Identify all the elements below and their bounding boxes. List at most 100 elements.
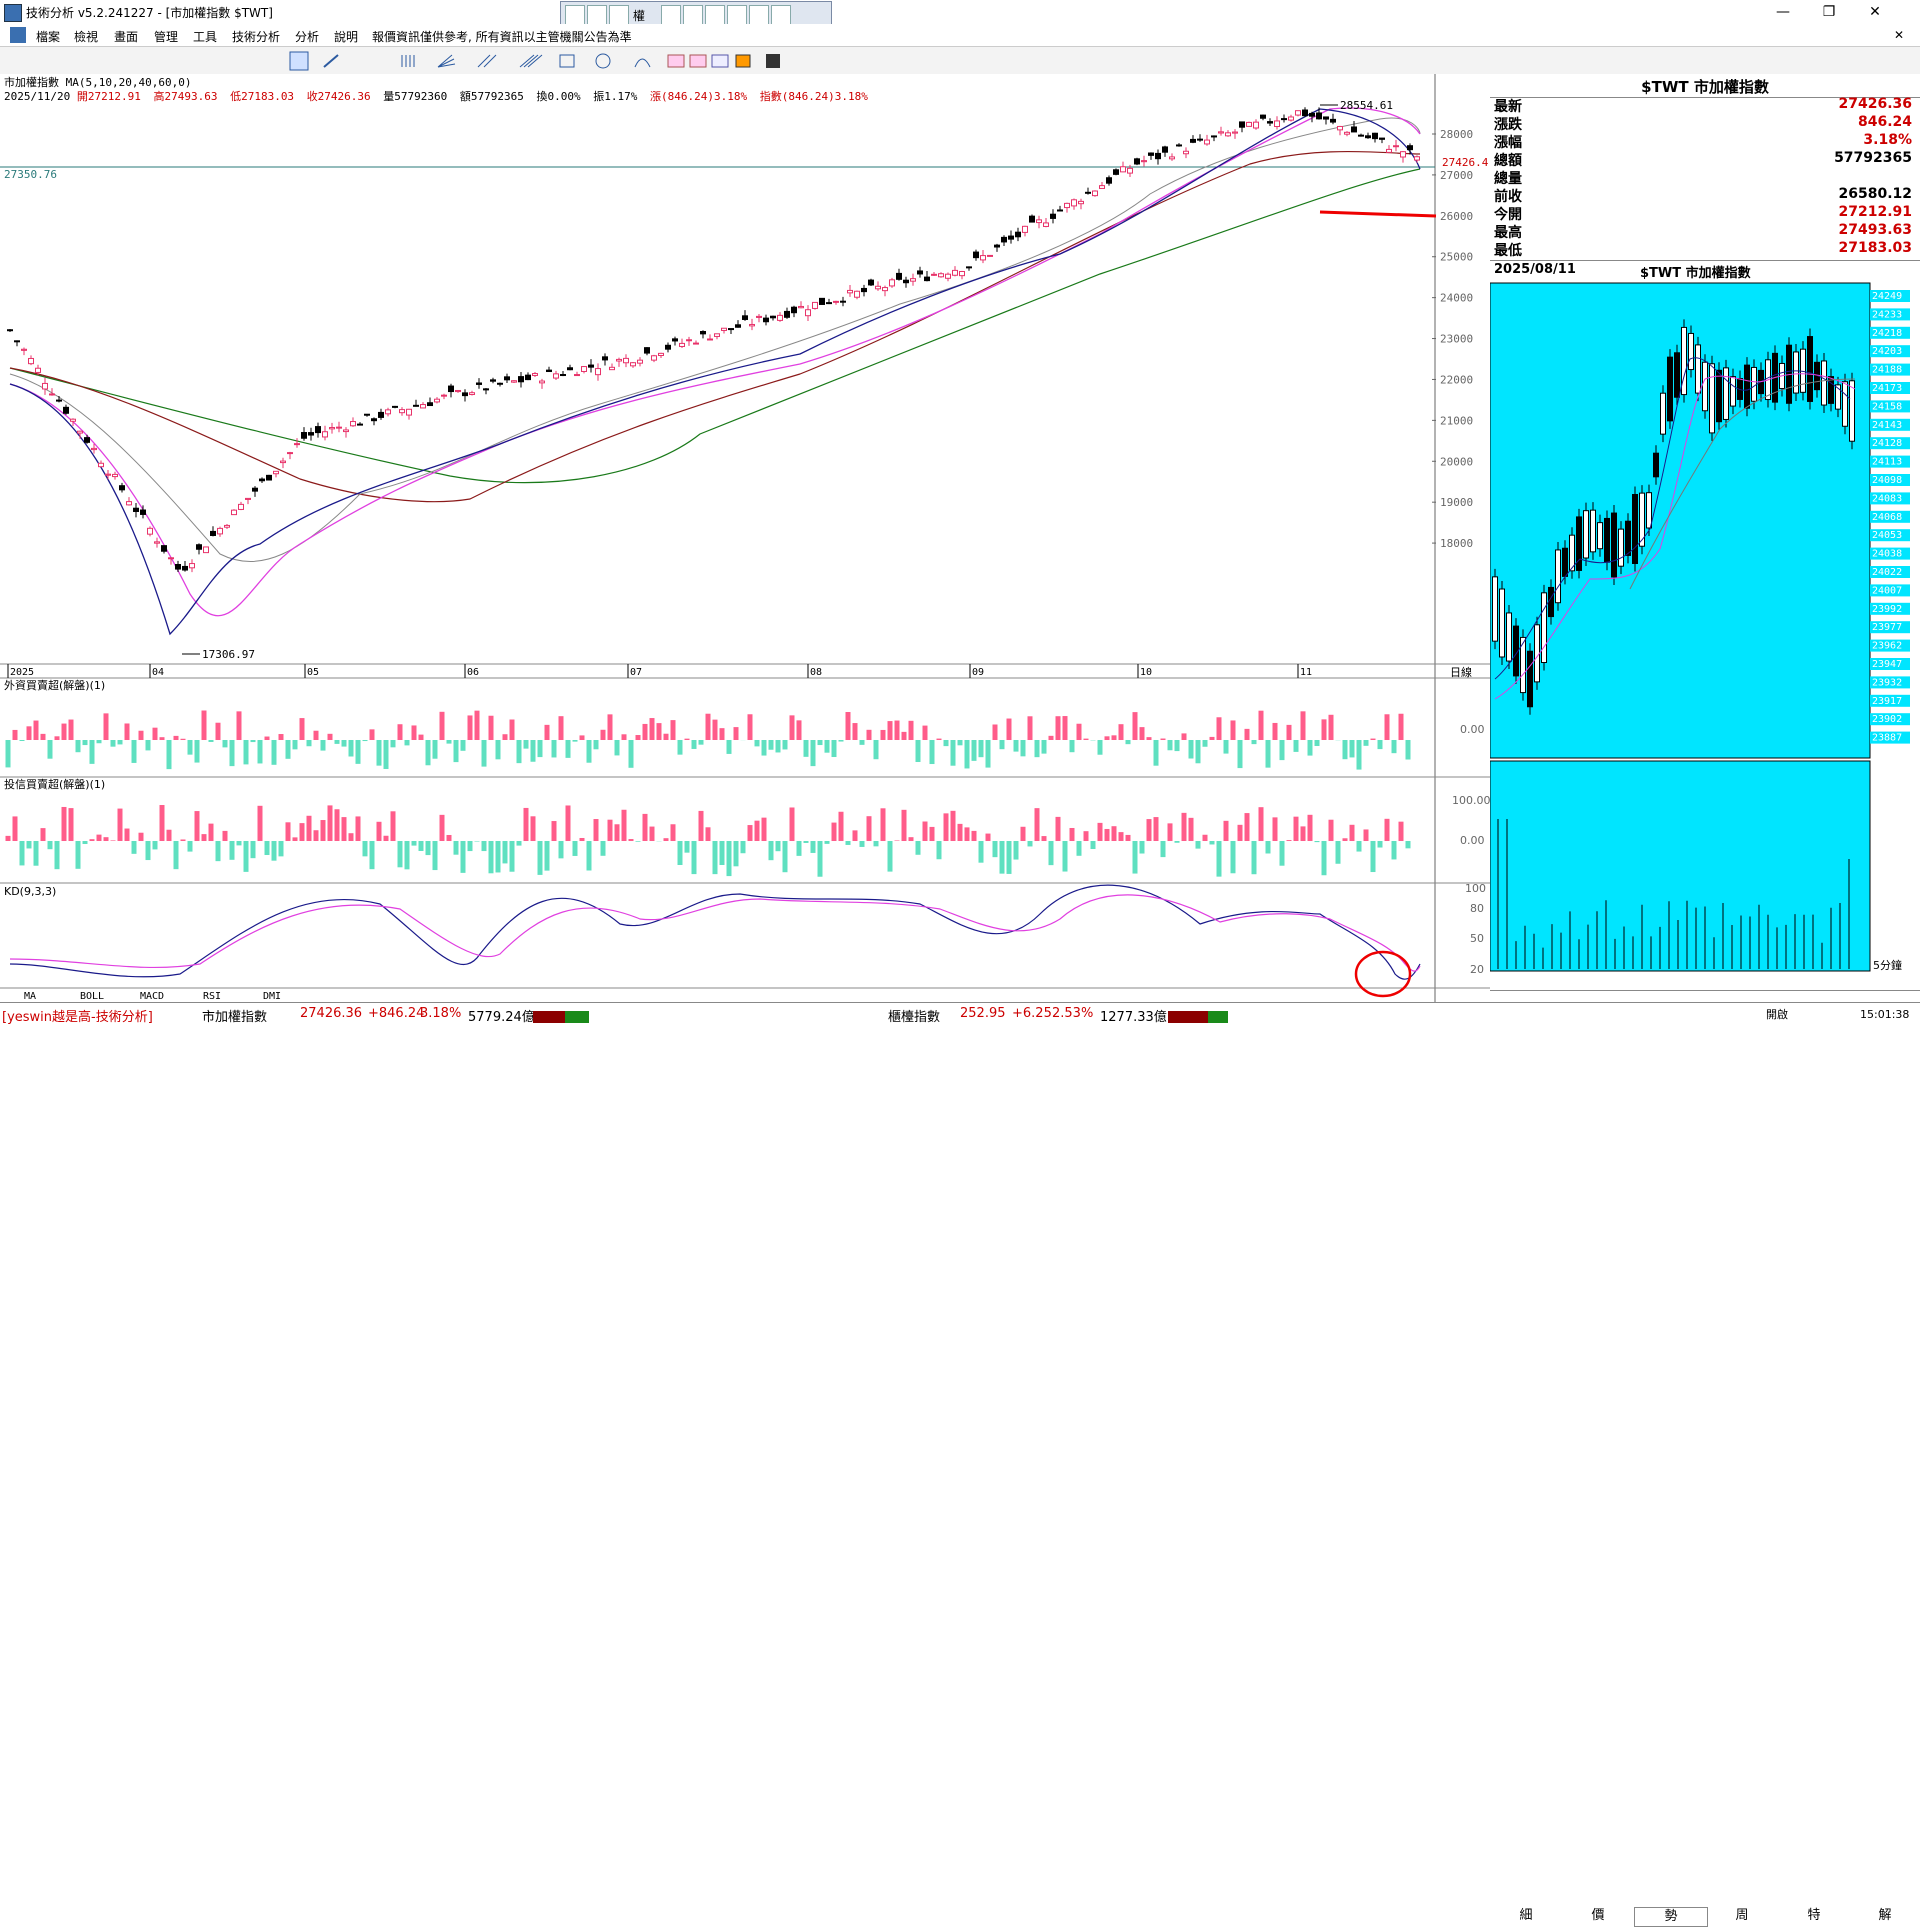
candle bbox=[1380, 138, 1385, 139]
candle bbox=[267, 475, 272, 480]
hist-bar bbox=[13, 730, 18, 740]
candle bbox=[1282, 119, 1287, 120]
hist-bar bbox=[1147, 819, 1152, 841]
menu-screen[interactable]: 畫面 bbox=[114, 28, 138, 45]
y-tick: 19000 bbox=[1440, 496, 1473, 509]
quote-value: 27183.03 bbox=[1838, 240, 1912, 256]
mini-chart[interactable]: 2424924233242182420324188241732415824143… bbox=[1490, 279, 1920, 979]
eraser-icon bbox=[668, 55, 684, 67]
hist-bar bbox=[1308, 815, 1313, 841]
doc-close-button[interactable]: ✕ bbox=[1894, 28, 1904, 42]
draw-tool-icon[interactable] bbox=[683, 5, 703, 25]
status-index-bar-red bbox=[533, 1011, 565, 1023]
hist-bar bbox=[1273, 723, 1278, 740]
layout-1-icon[interactable] bbox=[705, 5, 725, 25]
x-tick: 10 bbox=[1140, 667, 1152, 678]
hist-bar bbox=[251, 740, 256, 742]
hist-bar bbox=[377, 822, 382, 841]
menu-tech[interactable]: 技術分析 bbox=[232, 28, 280, 45]
hist-bar bbox=[69, 808, 74, 841]
tab-week[interactable]: 周 bbox=[1706, 1907, 1778, 1925]
tab-dmi[interactable]: DMI bbox=[263, 991, 281, 1002]
main-chart[interactable]: 市加權指數 MA(5,10,20,40,60,0) 2025/11/20 開27… bbox=[0, 74, 1490, 1002]
status-otc-chg: +6.25 bbox=[1012, 1006, 1052, 1021]
hist-bar bbox=[727, 841, 732, 876]
minimize-button[interactable]: — bbox=[1760, 0, 1806, 24]
mini-tick: 23932 bbox=[1872, 677, 1902, 688]
tab-detail[interactable]: 細 bbox=[1490, 1907, 1562, 1925]
y-tick: 22000 bbox=[1440, 373, 1473, 386]
tab-rsi[interactable]: RSI bbox=[203, 991, 221, 1002]
foreign-zero-tick: 0.00 bbox=[1460, 723, 1485, 736]
hist-bar bbox=[1063, 716, 1068, 740]
hist-bar bbox=[986, 740, 991, 768]
hist-bar bbox=[888, 721, 893, 740]
hist-bar bbox=[132, 740, 137, 763]
calculator-icon[interactable] bbox=[609, 5, 629, 25]
close-button[interactable]: ✕ bbox=[1852, 0, 1898, 24]
chart-type-icon[interactable] bbox=[661, 5, 681, 25]
candle bbox=[953, 270, 958, 275]
kd-tick-100: 100 bbox=[1465, 882, 1486, 895]
menu-tools[interactable]: 工具 bbox=[193, 28, 217, 45]
maximize-button[interactable]: ❐ bbox=[1806, 0, 1852, 24]
layout-2-icon[interactable] bbox=[727, 5, 747, 25]
hist-bar bbox=[118, 809, 123, 841]
candle bbox=[484, 389, 489, 390]
hist-bar bbox=[594, 819, 599, 841]
status-net-label: 開啟 bbox=[1766, 1006, 1788, 1022]
hist-bar bbox=[468, 715, 473, 740]
x-tick: 04 bbox=[152, 667, 164, 678]
hist-bar bbox=[20, 740, 25, 741]
y-tick: 27000 bbox=[1440, 169, 1473, 182]
menu-help[interactable]: 說明 bbox=[334, 28, 358, 45]
tab-special[interactable]: 特 bbox=[1778, 1907, 1850, 1925]
window-tile-icon[interactable] bbox=[565, 5, 585, 25]
weight-dropdown[interactable]: 權 bbox=[633, 7, 645, 24]
status-otc-val: 252.95 bbox=[960, 1006, 1006, 1021]
menu-file[interactable]: 檔案 bbox=[36, 28, 60, 45]
hist-bar bbox=[1231, 720, 1236, 740]
hist-bar bbox=[531, 816, 536, 841]
tab-macd[interactable]: MACD bbox=[140, 991, 164, 1002]
hist-bar bbox=[216, 723, 221, 740]
candle bbox=[1268, 122, 1273, 123]
menu-analysis[interactable]: 分析 bbox=[295, 28, 319, 45]
menu-manage[interactable]: 管理 bbox=[154, 28, 178, 45]
hist-bar bbox=[454, 740, 459, 762]
hist-bar bbox=[1168, 740, 1173, 750]
hist-bar bbox=[160, 737, 165, 740]
line-tool-icon bbox=[324, 55, 338, 67]
candle bbox=[1275, 121, 1280, 127]
menu-view[interactable]: 檢視 bbox=[74, 28, 98, 45]
hist-bar bbox=[867, 816, 872, 841]
mini-candle bbox=[1591, 510, 1596, 552]
hist-bar bbox=[1259, 807, 1264, 841]
hist-bar bbox=[223, 740, 228, 747]
layout-4-icon[interactable] bbox=[771, 5, 791, 25]
hist-bar bbox=[867, 730, 872, 740]
layout-3-icon[interactable] bbox=[749, 5, 769, 25]
candle bbox=[120, 486, 125, 490]
tab-analysis[interactable]: 解 bbox=[1850, 1907, 1920, 1925]
candle bbox=[400, 410, 405, 413]
candle bbox=[582, 367, 587, 372]
hist-bar bbox=[1035, 740, 1040, 757]
hist-bar bbox=[419, 841, 424, 851]
hist-bar bbox=[363, 740, 368, 741]
drawing-toolbar bbox=[0, 46, 1920, 76]
tab-trend[interactable]: 勢 bbox=[1634, 1907, 1708, 1927]
hist-bar bbox=[146, 841, 151, 860]
tab-boll[interactable]: BOLL bbox=[80, 991, 104, 1002]
tab-price[interactable]: 價 bbox=[1562, 1907, 1634, 1925]
hist-bar bbox=[349, 833, 354, 841]
hist-bar bbox=[1280, 841, 1285, 866]
crosshair-icon[interactable] bbox=[587, 5, 607, 25]
hist-bar bbox=[1210, 737, 1215, 740]
hist-bar bbox=[944, 813, 949, 841]
candle bbox=[533, 374, 538, 376]
quote-label: 漲跌 bbox=[1494, 114, 1522, 134]
tab-ma[interactable]: MA bbox=[24, 991, 36, 1002]
hist-bar bbox=[1007, 719, 1012, 740]
candle bbox=[309, 433, 314, 435]
